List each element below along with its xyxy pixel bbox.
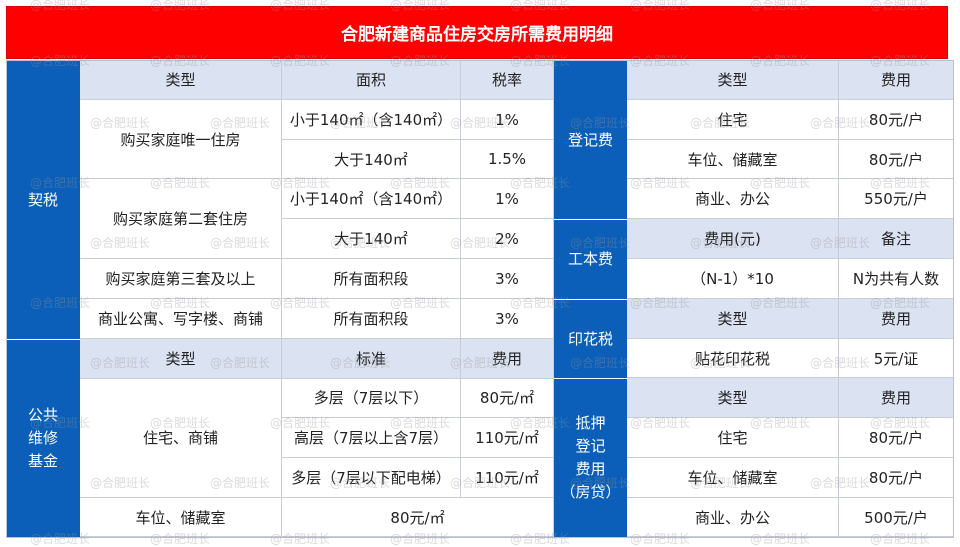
stamp-tax-header-0: 类型 <box>627 299 839 339</box>
production-fee-cell: （N-1）*10 <box>627 259 839 299</box>
mortgage-registration-fee-header-1: 费用 <box>839 378 954 418</box>
stamp-tax-header-1: 费用 <box>839 299 954 339</box>
registration-fee-cell: 80元/户 <box>839 100 954 140</box>
qishui-header-0: 类型 <box>80 60 282 100</box>
page-title: 合肥新建商品住房交房所需费用明细 <box>6 6 948 59</box>
qishui-rate: 1.5% <box>461 140 554 179</box>
qishui-rate: 1% <box>461 179 554 219</box>
fund-header-0: 类型 <box>80 339 282 379</box>
qishui-area: 所有面积段 <box>282 299 461 339</box>
qishui-type: 购买家庭第三套及以上 <box>80 259 282 299</box>
section-registration-fee: 登记费 <box>554 60 627 219</box>
production-fee-header-0: 费用(元) <box>627 219 839 259</box>
fund-standard: 高层（7层以上含7层） <box>282 418 461 458</box>
fund-standard: 多层（7层以下） <box>282 378 461 418</box>
qishui-rate: 3% <box>461 259 554 299</box>
stamp-tax-cell: 5元/证 <box>839 339 954 378</box>
qishui-area: 小于140㎡（含140㎡） <box>282 179 461 219</box>
section-maintenance-fund: 公共 维修 基金 <box>6 339 80 537</box>
fund-last-type: 车位、储藏室 <box>80 498 282 537</box>
mortgage-registration-fee-cell: 80元/户 <box>839 458 954 498</box>
qishui-rate: 1% <box>461 100 554 140</box>
qishui-type: 购买家庭第二套住房 <box>80 179 282 259</box>
qishui-header-1: 面积 <box>282 60 461 100</box>
mortgage-registration-fee-cell: 商业、办公 <box>627 498 839 537</box>
registration-fee-header-1: 费用 <box>839 60 954 100</box>
stamp-tax-cell: 贴花印花税 <box>627 339 839 378</box>
qishui-rate: 3% <box>461 299 554 339</box>
mortgage-registration-fee-cell: 车位、储藏室 <box>627 458 839 498</box>
section-qishui: 契税 <box>6 60 80 339</box>
qishui-type: 商业公寓、写字楼、商铺 <box>80 299 282 339</box>
registration-fee-cell: 车位、储藏室 <box>627 140 839 179</box>
section-mortgage-registration-fee: 抵押 登记 费用 （房贷） <box>554 378 627 537</box>
section-production-fee: 工本费 <box>554 219 627 299</box>
registration-fee-cell: 80元/户 <box>839 140 954 179</box>
fund-fee: 110元/㎡ <box>461 418 554 458</box>
fund-header-1: 标准 <box>282 339 461 379</box>
registration-fee-header-0: 类型 <box>627 60 839 100</box>
qishui-area: 小于140㎡（含140㎡） <box>282 100 461 140</box>
section-stamp-tax: 印花税 <box>554 299 627 378</box>
fund-last-fee: 80元/㎡ <box>282 498 554 537</box>
registration-fee-cell: 住宅 <box>627 100 839 140</box>
production-fee-header-1: 备注 <box>839 219 954 259</box>
qishui-header-2: 税率 <box>461 60 554 100</box>
qishui-type: 购买家庭唯一住房 <box>80 100 282 179</box>
fund-fee: 80元/㎡ <box>461 378 554 418</box>
production-fee-cell: N为共有人数 <box>839 259 954 299</box>
fund-header-2: 费用 <box>461 339 554 379</box>
fund-fee: 110元/㎡ <box>461 458 554 498</box>
fund-standard: 多层（7层以下配电梯） <box>282 458 461 498</box>
mortgage-registration-fee-header-0: 类型 <box>627 378 839 418</box>
fund-type: 住宅、商铺 <box>80 378 282 498</box>
mortgage-registration-fee-cell: 80元/户 <box>839 418 954 458</box>
registration-fee-cell: 550元/户 <box>839 179 954 219</box>
qishui-rate: 2% <box>461 219 554 259</box>
mortgage-registration-fee-cell: 500元/户 <box>839 498 954 537</box>
qishui-area: 大于140㎡ <box>282 140 461 179</box>
qishui-area: 大于140㎡ <box>282 219 461 259</box>
registration-fee-cell: 商业、办公 <box>627 179 839 219</box>
mortgage-registration-fee-cell: 住宅 <box>627 418 839 458</box>
qishui-area: 所有面积段 <box>282 259 461 299</box>
